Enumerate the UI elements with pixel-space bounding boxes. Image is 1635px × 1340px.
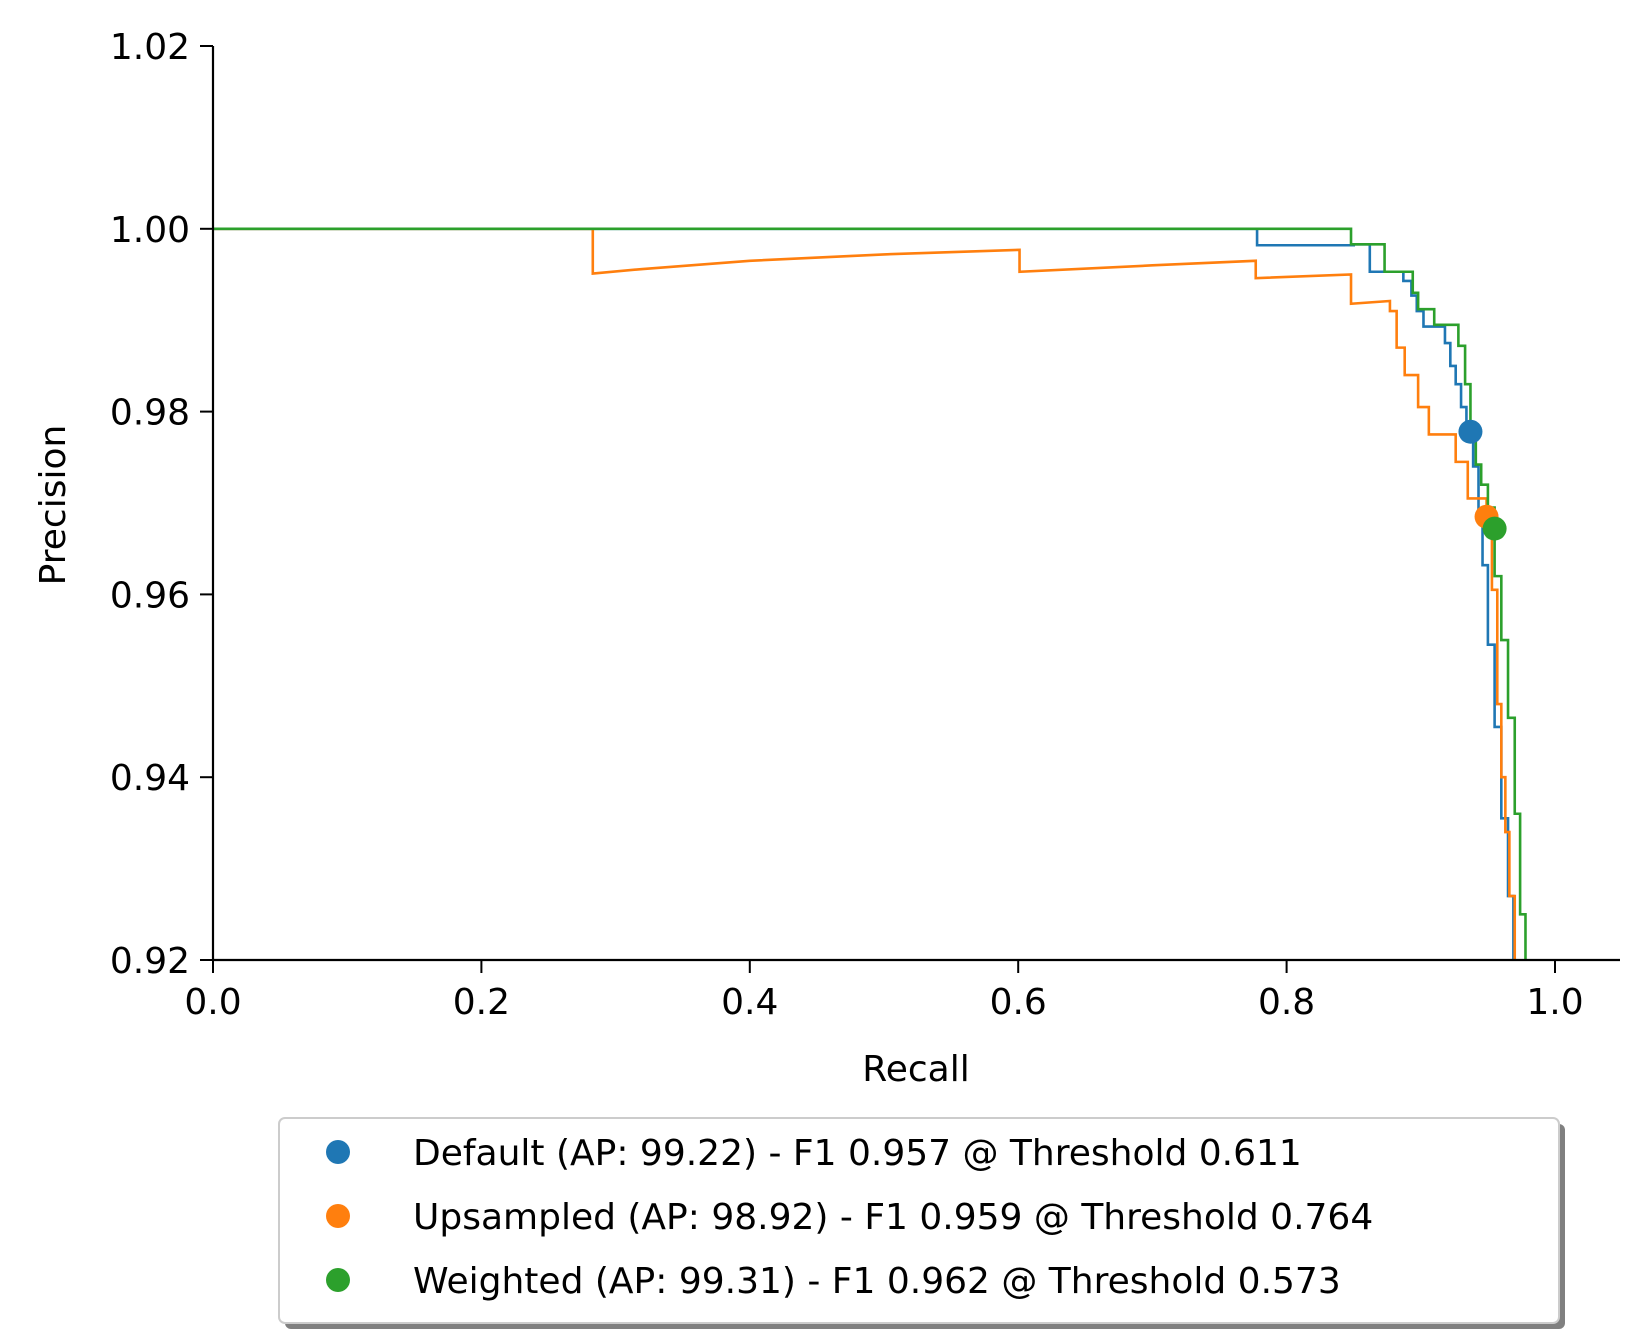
legend: Default (AP: 99.22) - F1 0.957 @ Thresho… [278,1117,1565,1329]
y-tick-label: 0.92 [110,941,190,982]
x-tick-label: 0.0 [184,982,241,1023]
y-tick-label: 1.02 [110,27,190,68]
legend-items: Default (AP: 99.22) - F1 0.957 @ Thresho… [326,1133,1373,1302]
x-tick-label: 0.8 [1258,982,1315,1023]
y-tick-label: 0.94 [110,758,190,799]
series-line-1 [213,227,1517,960]
x-tick-label: 1.0 [1526,982,1583,1023]
legend-label-0: Default (AP: 99.22) - F1 0.957 @ Thresho… [413,1133,1302,1174]
marker-layer [1458,419,1507,541]
series-layer [213,227,1527,960]
legend-box [278,1117,1560,1324]
y-ticks: 0.92 0.94 0.96 0.98 1.00 1.02 [110,27,213,982]
x-tick-label: 0.2 [453,982,510,1023]
x-tick-label: 0.4 [721,982,778,1023]
y-tick-label: 0.98 [110,393,190,434]
operating-point-marker-0 [1458,419,1483,444]
x-axis-title: Recall [862,1049,969,1090]
y-tick-label: 0.96 [110,575,190,616]
legend-marker-1 [326,1204,350,1228]
series-line-2 [213,227,1527,960]
series-line-0 [213,227,1515,960]
legend-marker-0 [326,1140,350,1164]
y-axis-title: Precision [33,425,74,586]
x-tick-label: 0.6 [990,982,1047,1023]
legend-label-2: Weighted (AP: 99.31) - F1 0.962 @ Thresh… [413,1261,1341,1302]
operating-point-marker-2 [1482,516,1507,541]
legend-label-1: Upsampled (AP: 98.92) - F1 0.959 @ Thres… [413,1197,1373,1238]
legend-marker-2 [326,1268,350,1292]
x-ticks: 0.0 0.2 0.4 0.6 0.8 1.0 [184,960,1584,1023]
y-tick-label: 1.00 [110,210,190,251]
